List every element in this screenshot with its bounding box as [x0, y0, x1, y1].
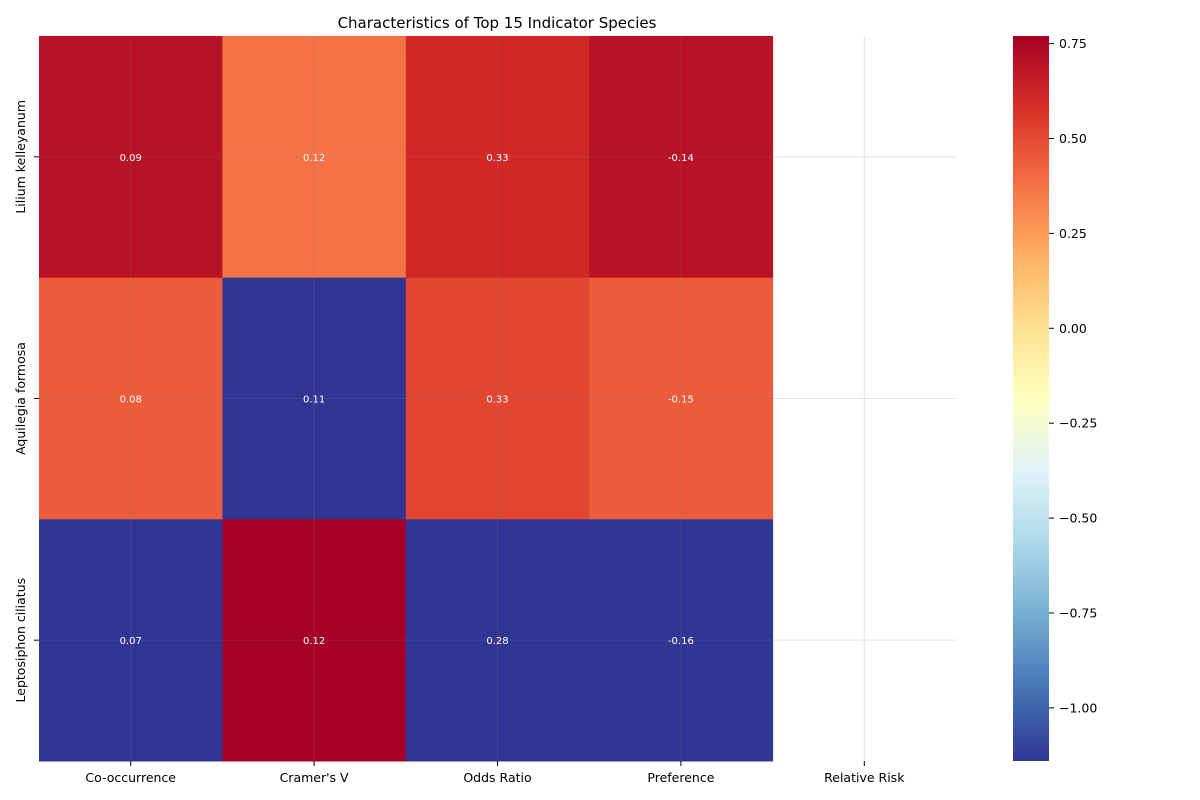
- colorbar-tick-label: −1.00: [1059, 700, 1097, 715]
- heatmap-cells: [39, 36, 774, 762]
- heatmap-cell: [39, 36, 223, 279]
- colorbar-tick-label: −0.25: [1059, 416, 1097, 431]
- y-tick-label: Aquilegia formosa: [13, 342, 28, 455]
- colorbar-gradient: [1013, 36, 1049, 761]
- cell-annotation: 0.33: [486, 395, 508, 406]
- heatmap-cell: [405, 519, 590, 762]
- cell-annotation: -0.14: [668, 153, 694, 164]
- cell-annotations: 0.09 0.12 0.33 -0.14 0.08 0.11 0.33 -0.15 0.07 0.…: [120, 153, 694, 647]
- x-tick-label: Preference: [647, 770, 714, 785]
- cell-annotation: 0.12: [303, 153, 325, 164]
- x-tick-label: Odds Ratio: [463, 770, 531, 785]
- heatmap-cell: [589, 277, 774, 520]
- cell-annotation: 0.11: [303, 395, 325, 406]
- x-tick-label: Cramer's V: [280, 770, 349, 785]
- y-tick-label: Lilium kelleyanum: [13, 100, 28, 214]
- cell-annotation: 0.07: [120, 636, 142, 647]
- heatmap-cell: [589, 36, 774, 279]
- cell-annotation: -0.15: [668, 395, 694, 406]
- heatmap-cell: [405, 277, 590, 520]
- x-axis: Co-occurrence Cramer's V Odds Ratio Prefere…: [85, 761, 905, 785]
- colorbar: −1.00 −0.75 −0.50 −0.25 0.00 0.25 0.50 0.75: [1013, 36, 1097, 761]
- heatmap-cell: [39, 519, 223, 762]
- x-tick-label: Co-occurrence: [85, 770, 176, 785]
- colorbar-tick-label: −0.50: [1059, 511, 1097, 526]
- y-axis: Lilium kelleyanum Aquilegia formosa Leptos…: [13, 100, 39, 702]
- cell-annotation: 0.09: [120, 153, 142, 164]
- colorbar-tick-label: 0.25: [1059, 226, 1087, 241]
- cell-annotation: 0.33: [486, 153, 508, 164]
- heatmap-cell: [39, 277, 223, 520]
- heatmap-cell: [222, 36, 407, 279]
- cell-annotation: 0.28: [486, 636, 508, 647]
- cell-annotation: 0.08: [120, 395, 142, 406]
- chart-title: Characteristics of Top 15 Indicator Spec…: [338, 14, 657, 32]
- colorbar-tick-label: 0.50: [1059, 131, 1087, 146]
- y-tick-label: Leptosiphon ciliatus: [13, 578, 28, 703]
- x-tick-label: Relative Risk: [824, 770, 905, 785]
- cell-annotation: -0.16: [668, 636, 694, 647]
- colorbar-tick-label: 0.75: [1059, 36, 1087, 51]
- heatmap-cell: [222, 277, 407, 520]
- heatmap-cell: [589, 519, 774, 762]
- cell-annotation: 0.12: [303, 636, 325, 647]
- heatmap-cell: [405, 36, 590, 279]
- gridlines: [39, 36, 956, 761]
- heatmap-cell: [222, 519, 407, 762]
- colorbar-tick-label: 0.00: [1059, 321, 1087, 336]
- colorbar-tick-label: −0.75: [1059, 605, 1097, 620]
